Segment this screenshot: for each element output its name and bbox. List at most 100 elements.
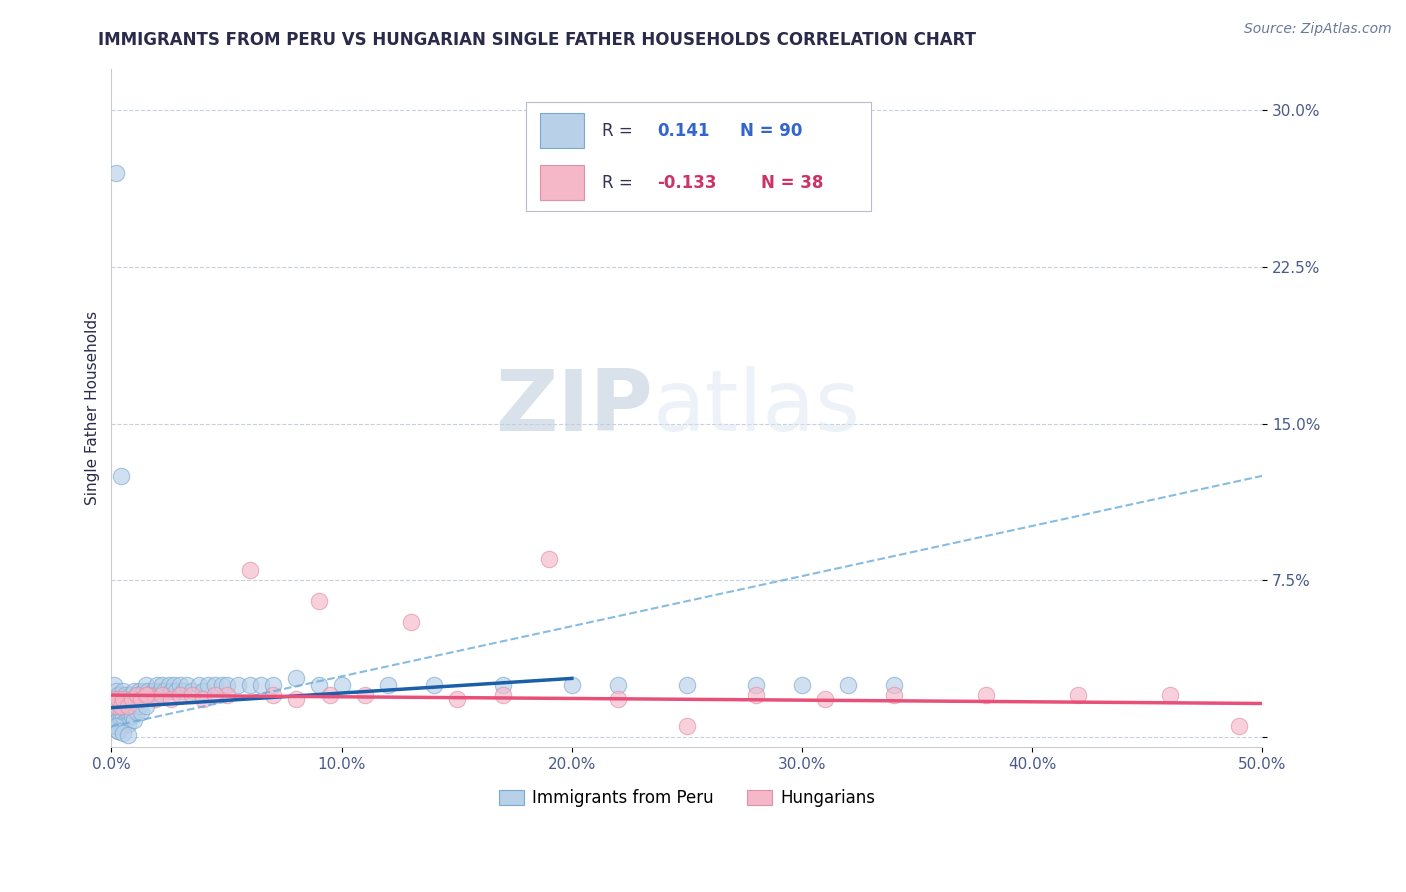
Point: [124, 713, 146, 727]
Point: [606, 692, 628, 706]
Point: [215, 688, 238, 702]
Point: [143, 688, 166, 702]
Point: [211, 678, 233, 692]
Point: [111, 684, 134, 698]
Point: [837, 678, 859, 692]
Point: [117, 692, 139, 706]
Point: [111, 709, 134, 723]
Point: [1229, 719, 1251, 733]
Point: [132, 684, 155, 698]
Point: [121, 692, 143, 706]
Point: [105, 698, 128, 713]
Point: [284, 692, 307, 706]
Point: [103, 692, 125, 706]
Point: [125, 705, 148, 719]
Point: [121, 692, 143, 706]
Point: [181, 688, 204, 702]
Point: [125, 688, 148, 702]
Point: [181, 684, 204, 698]
Point: [124, 698, 146, 713]
Point: [215, 678, 238, 692]
Point: [676, 678, 699, 692]
Point: [135, 688, 157, 702]
Point: [105, 719, 128, 733]
Point: [118, 703, 141, 717]
Point: [745, 678, 768, 692]
Point: [169, 678, 191, 692]
Point: [107, 705, 129, 719]
Point: [107, 688, 129, 702]
Point: [105, 684, 128, 698]
Point: [492, 678, 515, 692]
Point: [353, 688, 375, 702]
Point: [111, 697, 134, 711]
Point: [111, 719, 134, 733]
Point: [118, 688, 141, 702]
Point: [136, 688, 159, 702]
Point: [103, 705, 125, 719]
Point: [143, 692, 166, 706]
Point: [117, 698, 139, 713]
Point: [197, 678, 219, 692]
Point: [330, 678, 353, 692]
Point: [110, 711, 132, 725]
Point: [128, 698, 150, 713]
Point: [128, 684, 150, 698]
Point: [105, 719, 128, 733]
Point: [124, 684, 146, 698]
Point: [262, 688, 284, 702]
Point: [110, 692, 132, 706]
Point: [111, 692, 134, 706]
Point: [160, 684, 183, 698]
Point: [165, 684, 187, 698]
Point: [226, 678, 249, 692]
Point: [110, 698, 132, 713]
Point: [107, 723, 129, 738]
Point: [537, 552, 560, 566]
Point: [150, 688, 173, 702]
Point: [883, 688, 905, 702]
Point: [238, 678, 260, 692]
Point: [1159, 688, 1181, 702]
Point: [187, 678, 209, 692]
Point: [135, 678, 157, 692]
Point: [193, 692, 215, 706]
Point: [308, 678, 330, 692]
Point: [125, 688, 148, 702]
Text: ZIP: ZIP: [495, 367, 652, 450]
Point: [105, 715, 128, 730]
Point: [160, 692, 183, 706]
Point: [136, 684, 159, 698]
Point: [121, 709, 143, 723]
Point: [193, 684, 215, 698]
Point: [492, 688, 515, 702]
Point: [131, 692, 153, 706]
Point: [105, 709, 128, 723]
Point: [146, 678, 169, 692]
Point: [153, 684, 176, 698]
Point: [204, 688, 226, 702]
Point: [745, 688, 768, 702]
Point: [107, 698, 129, 713]
Point: [814, 692, 837, 706]
Point: [676, 719, 699, 733]
Point: [319, 688, 342, 702]
Point: [105, 166, 128, 180]
Point: [114, 688, 136, 702]
Point: [157, 678, 180, 692]
Point: [135, 698, 157, 713]
Point: [262, 678, 284, 692]
Point: [377, 678, 399, 692]
Point: [110, 719, 132, 733]
Point: [139, 688, 162, 702]
Point: [103, 678, 125, 692]
Point: [606, 678, 628, 692]
Point: [308, 594, 330, 608]
Point: [883, 678, 905, 692]
Point: [284, 672, 307, 686]
Point: [114, 715, 136, 730]
Point: [250, 678, 273, 692]
Text: Source: ZipAtlas.com: Source: ZipAtlas.com: [1244, 22, 1392, 37]
Legend: Immigrants from Peru, Hungarians: Immigrants from Peru, Hungarians: [492, 782, 882, 814]
Point: [114, 703, 136, 717]
